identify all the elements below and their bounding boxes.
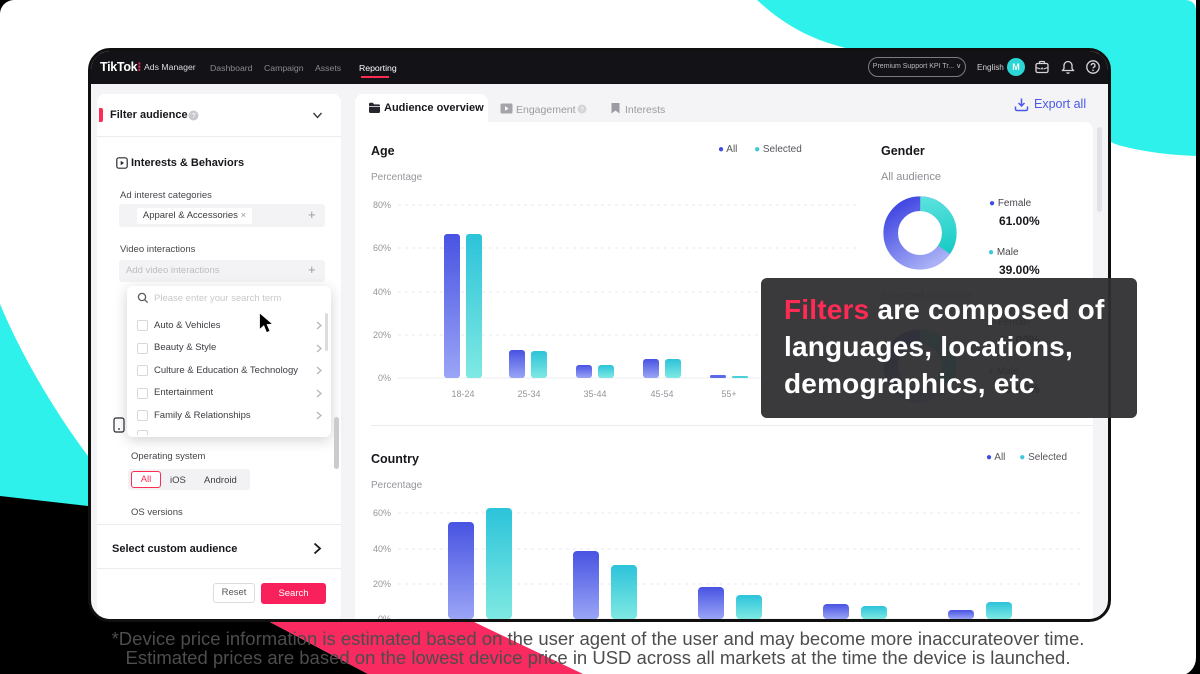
svg-text:20%: 20% <box>373 579 391 589</box>
svg-text:25-34: 25-34 <box>517 389 540 399</box>
svg-text:0%: 0% <box>378 614 391 622</box>
svg-text:18-24: 18-24 <box>451 389 474 399</box>
svg-text:55+: 55+ <box>721 389 736 399</box>
svg-text:45-54: 45-54 <box>650 389 673 399</box>
svg-text:?: ? <box>580 106 584 113</box>
svg-text:20%: 20% <box>373 330 391 340</box>
svg-text:40%: 40% <box>373 544 391 554</box>
svg-text:35-44: 35-44 <box>583 389 606 399</box>
svg-text:0%: 0% <box>378 373 391 383</box>
svg-text:80%: 80% <box>373 200 391 210</box>
svg-text:60%: 60% <box>373 243 391 253</box>
svg-text:60%: 60% <box>373 508 391 518</box>
svg-text:?: ? <box>191 111 195 120</box>
svg-text:40%: 40% <box>373 287 391 297</box>
